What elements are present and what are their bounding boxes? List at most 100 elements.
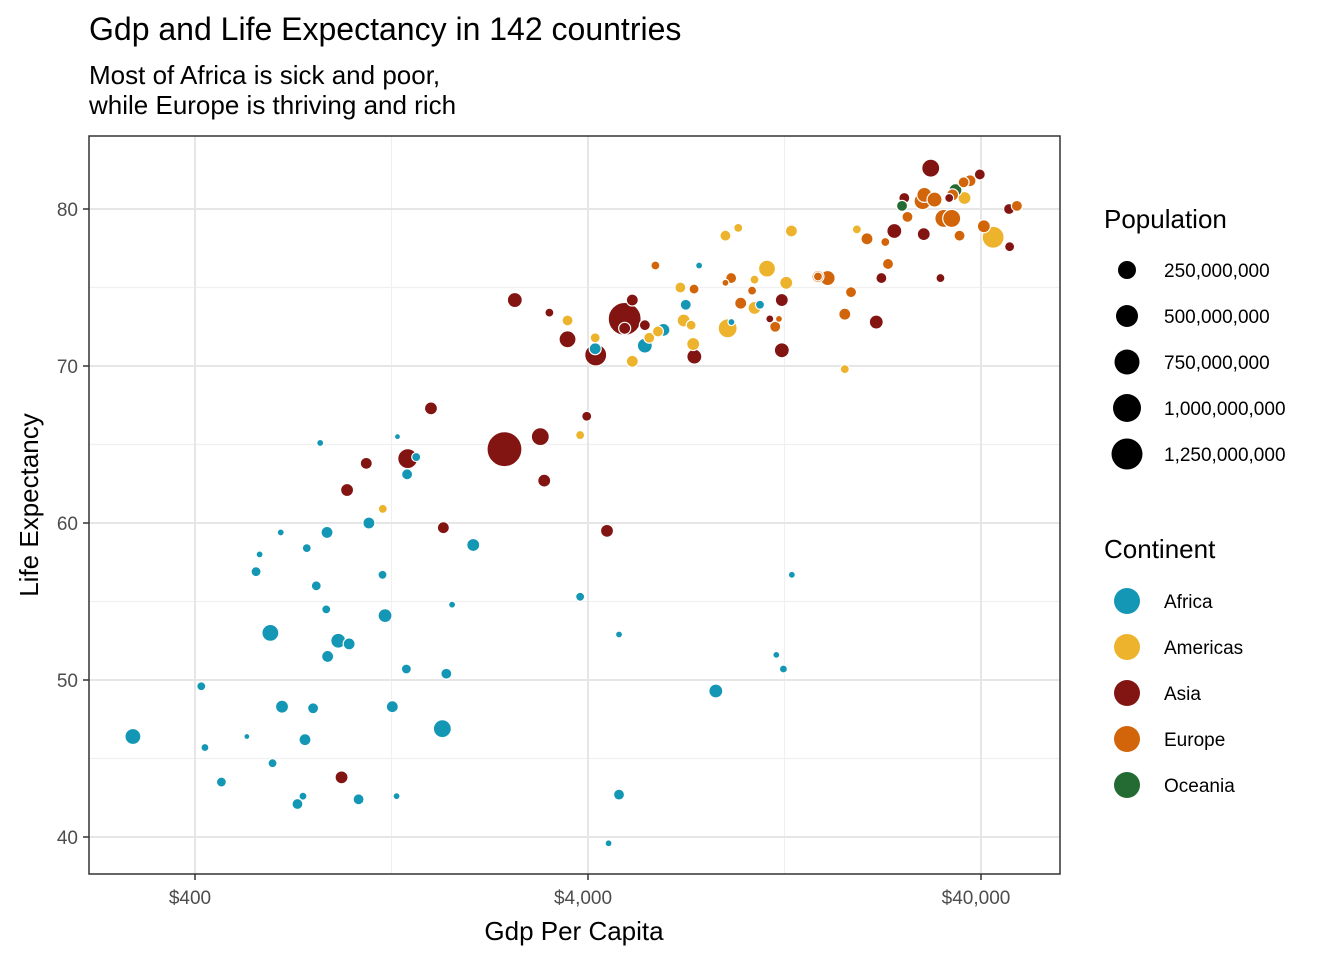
population-legend-key [1116,305,1138,327]
continent-legend-label: Asia [1164,684,1201,705]
data-point-africa [440,667,453,680]
population-legend: Population 250,000,000 500,000,000 750,000… [1104,204,1286,470]
data-point-europe [1010,199,1023,212]
population-legend-label: 500,000,000 [1164,307,1270,328]
data-point-africa [321,604,332,615]
continent-legend-key-africa [1114,588,1140,614]
data-point-africa [310,580,322,592]
data-point-europe [838,307,852,321]
data-point-asia [581,410,593,422]
data-point-europe [942,208,962,229]
data-point-asia [530,427,550,447]
data-point-europe [860,232,874,246]
data-point-africa [261,623,280,643]
data-point-europe [650,260,661,271]
population-legend-key [1113,394,1141,422]
continent-legend-key-asia [1114,680,1140,706]
data-point-africa [708,683,724,699]
data-point-europe [734,296,748,310]
data-point-africa [306,702,320,715]
data-point-americas [643,331,656,344]
data-point-asia [558,330,577,349]
data-point-europe [844,286,858,299]
data-point-africa [432,719,452,739]
data-point-africa [200,742,210,753]
data-point-africa [250,566,262,578]
y-tick-label: 80 [57,200,78,221]
data-point-americas [651,325,665,338]
data-point-asia [886,222,903,240]
data-point-asia [868,314,884,330]
data-point-americas [779,275,794,290]
data-point-africa [274,699,290,714]
x-tick-label: $4,000 [554,888,612,909]
data-point-asia [423,401,439,416]
data-point-africa [614,630,624,639]
data-point-africa [255,550,264,559]
data-point-africa [316,438,325,448]
data-point-europe [957,176,970,189]
data-point-asia [875,271,888,285]
data-point-europe [769,320,782,333]
data-point-africa [124,727,142,746]
data-point-asia [544,307,555,318]
data-point-asia [973,168,986,181]
data-point-americas [674,281,687,294]
data-point-asia [607,301,642,336]
y-tick-label: 60 [57,514,78,535]
population-legend-label: 1,000,000,000 [1164,399,1286,420]
continent-legend-key-americas [1114,634,1140,660]
chart-subtitle-line-1: Most of Africa is sick and poor, [89,60,440,90]
data-point-asia [916,227,931,242]
continent-legend-label: Oceania [1164,776,1235,797]
data-point-asia [625,293,639,307]
x-tick-label: $400 [169,888,211,909]
data-point-asia [506,291,523,309]
data-point-americas [377,503,388,514]
continent-legend-key-oceania [1114,772,1140,798]
data-point-africa [411,451,422,463]
data-point-africa [778,664,789,674]
x-tick-label: $40,000 [942,888,1011,909]
continent-legend: Continent Africa Americas Asia Europe Oceani… [1104,534,1243,798]
continent-legend-label: Europe [1164,730,1225,751]
data-point-asia [638,319,651,332]
data-point-africa [352,793,365,806]
chart-title: Gdp and Life Expectancy in 142 countries [89,11,681,47]
data-point-europe [880,236,891,248]
population-legend-key [1111,438,1143,470]
data-point-europe [926,191,943,208]
data-point-africa [243,732,251,741]
data-point-asia [686,348,703,365]
data-point-africa [291,797,304,811]
data-point-africa [772,650,781,659]
data-point-africa [385,700,399,714]
data-point-africa [787,570,796,579]
data-point-europe [746,285,758,296]
population-legend-key [1114,349,1140,375]
data-point-africa [215,776,228,788]
data-point-asia [537,473,552,488]
data-point-asia [339,482,355,498]
data-point-europe [721,278,730,287]
plot-border [88,135,1061,875]
data-point-americas [561,314,574,327]
data-point-asia [773,342,790,359]
population-legend-label: 250,000,000 [1164,261,1270,282]
data-point-africa [447,600,457,609]
data-point-asia [359,456,373,470]
population-legend-title: Population [1104,204,1227,234]
continent-legend-label: Africa [1164,592,1213,613]
continent-legend-key-europe [1114,726,1140,752]
data-point-europe [881,257,895,271]
continent-legend-title: Continent [1104,534,1216,564]
data-point-africa [377,569,388,580]
data-point-asia [618,321,632,335]
data-point-asia [944,192,955,204]
data-point-asia [436,521,450,535]
y-tick-label: 40 [57,828,78,849]
data-point-asia [334,770,349,785]
data-point-americas [784,224,799,238]
data-point-americas [719,229,732,242]
